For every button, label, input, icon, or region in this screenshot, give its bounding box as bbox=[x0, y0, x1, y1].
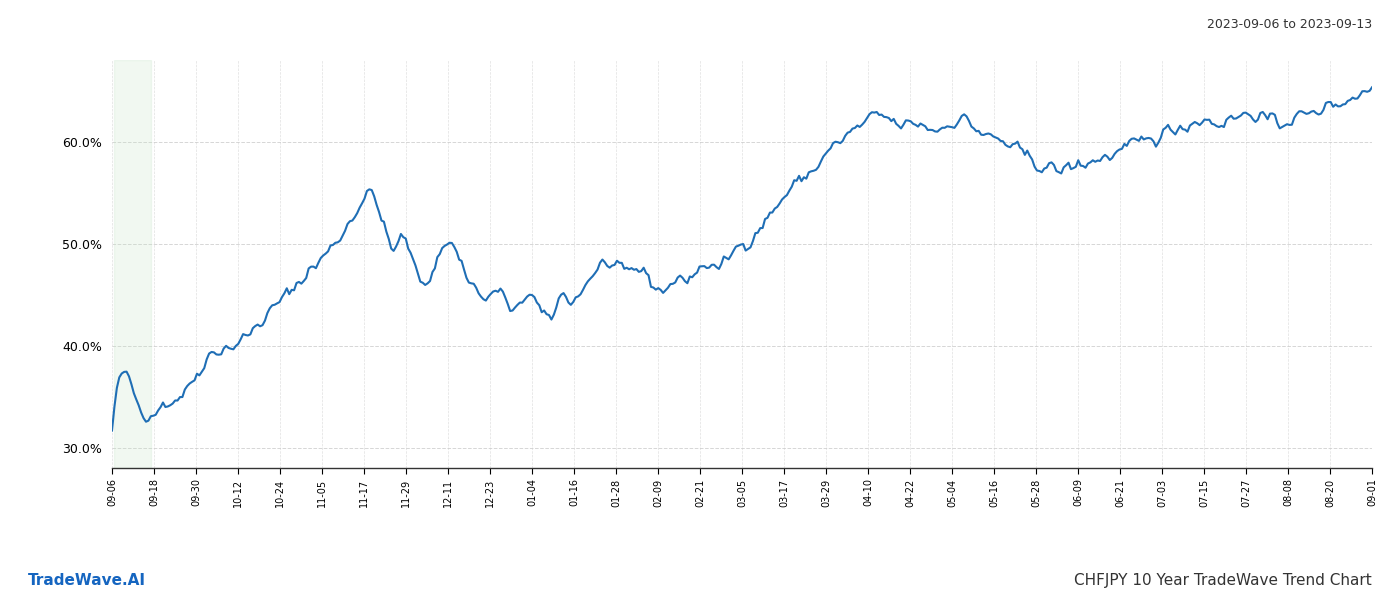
Text: CHFJPY 10 Year TradeWave Trend Chart: CHFJPY 10 Year TradeWave Trend Chart bbox=[1074, 573, 1372, 588]
Text: TradeWave.AI: TradeWave.AI bbox=[28, 573, 146, 588]
Text: 2023-09-06 to 2023-09-13: 2023-09-06 to 2023-09-13 bbox=[1207, 18, 1372, 31]
Bar bbox=[115, 60, 151, 468]
